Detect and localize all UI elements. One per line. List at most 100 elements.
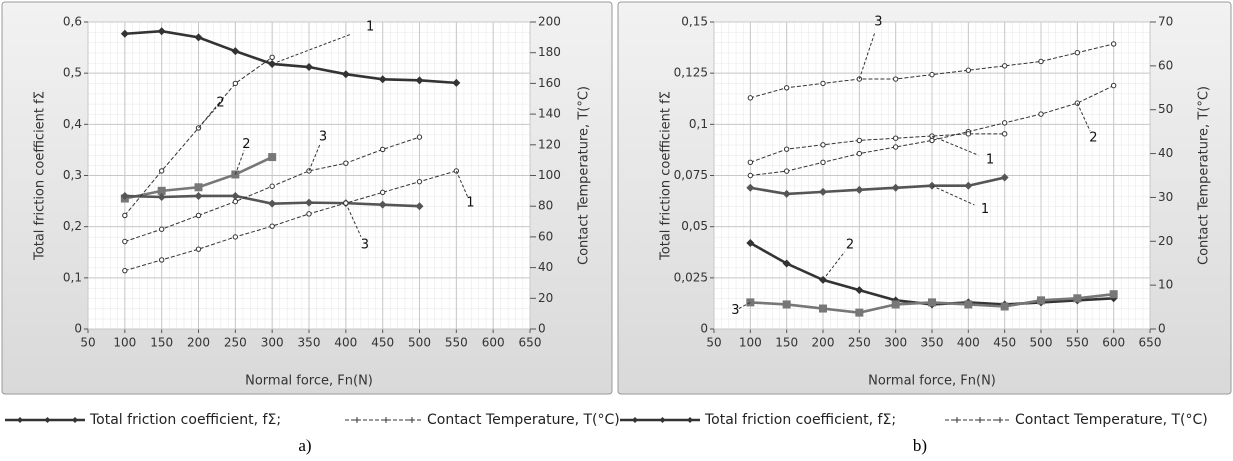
legend-marker: [383, 417, 389, 423]
y2-axis-title: Contact Temperature, T(°C): [1197, 86, 1212, 265]
marker: [232, 234, 239, 240]
marker: [343, 200, 349, 206]
marker: [929, 137, 935, 144]
y2-tick-label: 200: [538, 15, 561, 29]
marker: [892, 76, 899, 82]
marker: [157, 27, 166, 36]
series-label: 2: [1089, 131, 1097, 146]
legend-label: Contact Temperature, T(°C): [427, 412, 620, 428]
x-tick-label: 500: [408, 336, 431, 350]
marker: [1038, 58, 1044, 65]
marker: [1001, 63, 1008, 69]
series-label: 3: [874, 15, 882, 30]
x-tick-label: 200: [812, 336, 835, 350]
label-leader: [931, 135, 979, 156]
marker: [378, 200, 387, 209]
marker: [269, 223, 275, 229]
marker: [452, 78, 461, 87]
y2-tick-label: 60: [1158, 58, 1173, 72]
marker: [416, 134, 423, 140]
x-tick-label: 50: [80, 336, 95, 350]
marker: [964, 181, 973, 190]
label-leader: [234, 150, 245, 175]
marker: [746, 239, 755, 248]
legend-marker: [954, 417, 960, 423]
marker: [268, 199, 277, 208]
marker: [820, 80, 826, 87]
y-tick-label: 0,1: [689, 117, 708, 131]
marker: [269, 183, 275, 189]
y-tick-label: 0: [700, 322, 708, 336]
marker: [1038, 111, 1044, 117]
series-label: 2: [242, 137, 250, 152]
y2-tick-label: 120: [538, 137, 561, 151]
y-tick-label: 0,3: [63, 168, 82, 182]
label-leader: [738, 301, 751, 310]
marker: [964, 300, 973, 309]
y-tick-label: 0,6: [63, 15, 82, 29]
y-tick-label: 0,15: [681, 15, 708, 29]
marker: [928, 298, 936, 307]
series-label: 1: [981, 202, 989, 217]
marker: [194, 191, 203, 200]
marker: [1110, 82, 1117, 89]
marker: [1001, 120, 1008, 126]
x-tick-label: 200: [187, 336, 210, 350]
series-line: [124, 170, 457, 272]
y-tick-label: 0,075: [674, 168, 708, 182]
legend-marker: [17, 417, 23, 423]
x-tick-label: 150: [775, 336, 798, 350]
label-leader: [1076, 102, 1091, 132]
x-tick-label: 600: [482, 336, 505, 350]
marker: [158, 257, 165, 263]
series-label: 3: [361, 238, 369, 253]
marker: [195, 212, 202, 219]
series-label: 1: [466, 195, 474, 210]
y2-tick-label: 180: [538, 45, 561, 59]
marker: [747, 172, 754, 179]
marker: [820, 159, 826, 166]
marker: [1000, 173, 1009, 182]
y2-tick-label: 20: [1158, 234, 1173, 248]
marker: [746, 183, 755, 192]
marker: [782, 189, 791, 198]
x-tick-label: 650: [519, 336, 542, 350]
marker: [269, 54, 275, 61]
y2-tick-label: 40: [1158, 146, 1173, 160]
marker: [122, 238, 128, 245]
series-label: 3: [319, 129, 327, 144]
series-label: 1: [986, 153, 994, 168]
series-label: 2: [846, 237, 854, 252]
legend-marker: [687, 417, 693, 423]
x-axis-title: Normal force, Fn(N): [245, 374, 373, 389]
marker: [783, 85, 790, 91]
marker: [416, 178, 423, 185]
y-tick-label: 0,4: [63, 117, 82, 131]
y2-tick-label: 70: [1158, 15, 1173, 29]
marker: [747, 95, 754, 101]
marker: [415, 202, 424, 211]
marker: [194, 183, 203, 192]
marker: [305, 63, 313, 72]
series-label: 3: [731, 303, 739, 318]
marker: [305, 198, 313, 207]
marker: [232, 80, 239, 87]
x-tick-label: 400: [334, 336, 357, 350]
caption: b): [913, 436, 927, 455]
marker: [122, 212, 128, 219]
marker: [231, 47, 240, 56]
label-leader: [271, 33, 351, 65]
y2-tick-label: 50: [1158, 102, 1173, 116]
legend-marker: [632, 417, 638, 423]
marker: [819, 304, 827, 313]
marker: [1109, 290, 1118, 299]
y-tick-label: 0,125: [674, 66, 708, 80]
marker: [120, 191, 129, 200]
x-tick-label: 100: [739, 336, 762, 350]
marker: [783, 146, 790, 152]
label-leader: [345, 202, 362, 237]
x-tick-label: 550: [1066, 336, 1089, 350]
marker: [747, 159, 754, 166]
series-label: 1: [366, 19, 374, 34]
marker: [1037, 296, 1045, 305]
